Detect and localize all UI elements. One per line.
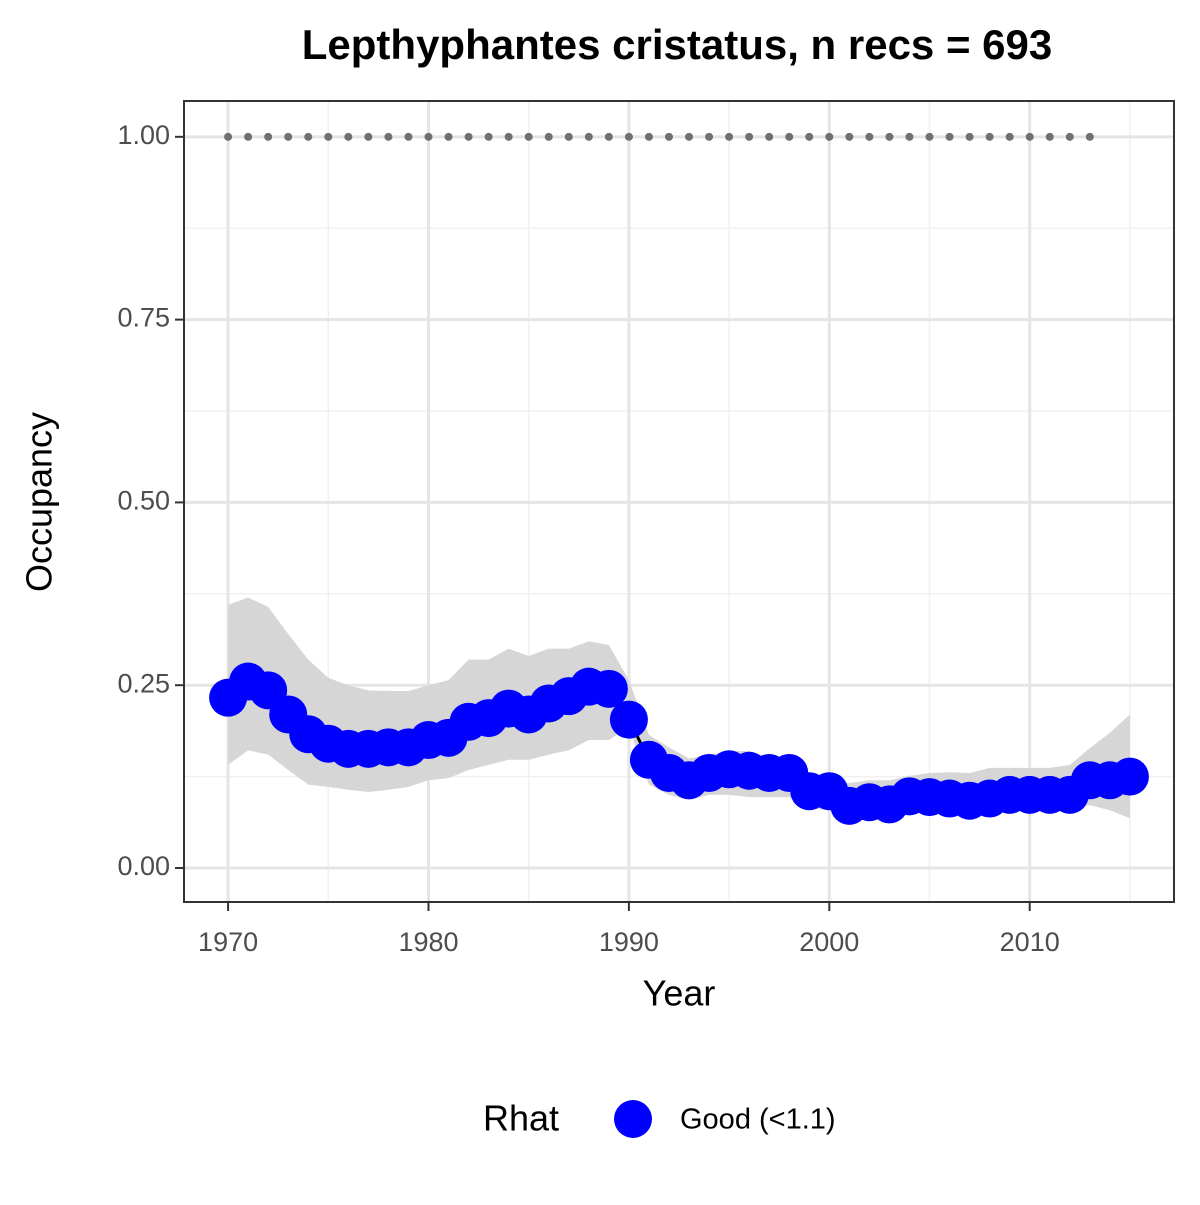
- reference-point: [424, 132, 433, 141]
- x-tick-label: 1990: [599, 927, 659, 957]
- legend-title: Rhat: [483, 1098, 559, 1139]
- reference-point: [945, 132, 954, 141]
- reference-point: [244, 132, 253, 141]
- y-axis-title: Occupancy: [19, 412, 60, 592]
- reference-point: [725, 132, 734, 141]
- x-tick-label: 2010: [1000, 927, 1060, 957]
- y-tick-label: 0.00: [117, 851, 170, 881]
- reference-point: [1065, 132, 1074, 141]
- data-point: [609, 700, 648, 739]
- reference-point: [664, 132, 673, 141]
- reference-point: [705, 132, 714, 141]
- reference-point: [484, 132, 493, 141]
- reference-point: [644, 132, 653, 141]
- reference-point: [264, 132, 273, 141]
- reference-point: [965, 132, 974, 141]
- reference-point: [845, 132, 854, 141]
- reference-point: [224, 132, 233, 141]
- reference-point: [524, 132, 533, 141]
- reference-point: [304, 132, 313, 141]
- reference-point: [685, 132, 694, 141]
- reference-point: [925, 132, 934, 141]
- x-tick-label: 2000: [799, 927, 859, 957]
- reference-point: [504, 132, 513, 141]
- data-point: [1110, 757, 1149, 796]
- legend-key: [614, 1100, 652, 1138]
- reference-point: [544, 132, 553, 141]
- plot-border: [183, 100, 1175, 903]
- reference-point: [464, 132, 473, 141]
- y-tick-label: 0.50: [117, 486, 170, 516]
- x-tick-label: 1980: [398, 927, 458, 957]
- reference-point: [364, 132, 373, 141]
- reference-point: [1025, 132, 1034, 141]
- y-tick-label: 1.00: [117, 120, 170, 150]
- confidence-band: [228, 597, 1130, 819]
- reference-point: [584, 132, 593, 141]
- reference-point: [604, 132, 613, 141]
- x-tick-label: 1970: [198, 927, 258, 957]
- x-axis-title: Year: [643, 973, 716, 1014]
- reference-point: [985, 132, 994, 141]
- reference-point: [444, 132, 453, 141]
- y-tick-label: 0.75: [117, 303, 170, 333]
- reference-point: [785, 132, 794, 141]
- reference-point: [825, 132, 834, 141]
- reference-point: [284, 132, 293, 141]
- reference-point: [885, 132, 894, 141]
- reference-point: [1085, 132, 1094, 141]
- reference-point: [805, 132, 814, 141]
- reference-point: [564, 132, 573, 141]
- reference-point: [765, 132, 774, 141]
- chart-title: Lepthyphantes cristatus, n recs = 693: [302, 21, 1052, 68]
- legend-label: Good (<1.1): [680, 1104, 836, 1136]
- reference-point: [905, 132, 914, 141]
- reference-point: [1005, 132, 1014, 141]
- reference-point: [344, 132, 353, 141]
- reference-point: [865, 132, 874, 141]
- data-point: [589, 669, 628, 708]
- y-tick-label: 0.25: [117, 668, 170, 698]
- reference-point: [1045, 132, 1054, 141]
- reference-point: [404, 132, 413, 141]
- reference-point: [624, 132, 633, 141]
- reference-point: [745, 132, 754, 141]
- reference-point: [324, 132, 333, 141]
- reference-point: [384, 132, 393, 141]
